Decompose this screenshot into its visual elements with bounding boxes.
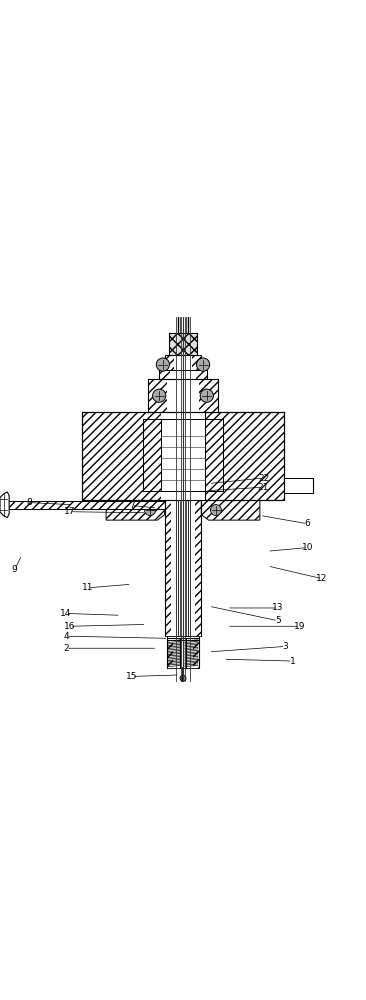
Text: 15: 15 bbox=[126, 672, 138, 681]
Text: 8: 8 bbox=[26, 498, 32, 507]
Bar bbox=[159, 370, 207, 379]
Bar bbox=[169, 333, 197, 355]
Circle shape bbox=[145, 505, 156, 516]
Text: 16: 16 bbox=[64, 622, 75, 631]
Text: 9: 9 bbox=[12, 565, 18, 574]
Bar bbox=[167, 379, 199, 412]
Bar bbox=[167, 639, 198, 668]
Circle shape bbox=[180, 675, 186, 681]
Bar bbox=[165, 500, 201, 636]
Circle shape bbox=[156, 358, 169, 371]
Polygon shape bbox=[0, 492, 9, 518]
Polygon shape bbox=[143, 419, 161, 491]
Bar bbox=[165, 355, 201, 370]
Text: 1: 1 bbox=[290, 657, 296, 666]
Text: 6: 6 bbox=[305, 519, 310, 528]
Text: 3: 3 bbox=[283, 642, 288, 651]
Polygon shape bbox=[284, 478, 313, 493]
Text: 19: 19 bbox=[294, 622, 306, 631]
Text: 2: 2 bbox=[63, 644, 69, 653]
Polygon shape bbox=[82, 412, 161, 500]
Bar bbox=[171, 500, 195, 636]
Polygon shape bbox=[205, 412, 284, 500]
Bar bbox=[148, 379, 218, 412]
Polygon shape bbox=[205, 419, 223, 491]
Bar bbox=[170, 370, 196, 379]
Text: 17: 17 bbox=[64, 507, 75, 516]
Circle shape bbox=[200, 389, 213, 402]
Polygon shape bbox=[201, 500, 260, 520]
Bar bbox=[173, 639, 193, 668]
Bar bbox=[174, 355, 192, 370]
Text: 10: 10 bbox=[302, 543, 313, 552]
Text: 11: 11 bbox=[82, 583, 94, 592]
Text: 22: 22 bbox=[258, 474, 269, 483]
Polygon shape bbox=[106, 500, 165, 520]
Text: 14: 14 bbox=[60, 609, 72, 618]
Text: 4: 4 bbox=[63, 632, 69, 641]
Circle shape bbox=[153, 389, 166, 402]
Bar bbox=[167, 636, 199, 640]
Text: 7: 7 bbox=[129, 501, 135, 510]
Text: 12: 12 bbox=[316, 574, 328, 583]
Bar bbox=[7, 501, 165, 509]
Circle shape bbox=[210, 505, 221, 516]
Text: 13: 13 bbox=[272, 603, 284, 612]
Bar bbox=[161, 412, 205, 500]
Circle shape bbox=[197, 358, 210, 371]
Text: 21: 21 bbox=[258, 483, 269, 492]
Text: 5: 5 bbox=[275, 616, 281, 625]
